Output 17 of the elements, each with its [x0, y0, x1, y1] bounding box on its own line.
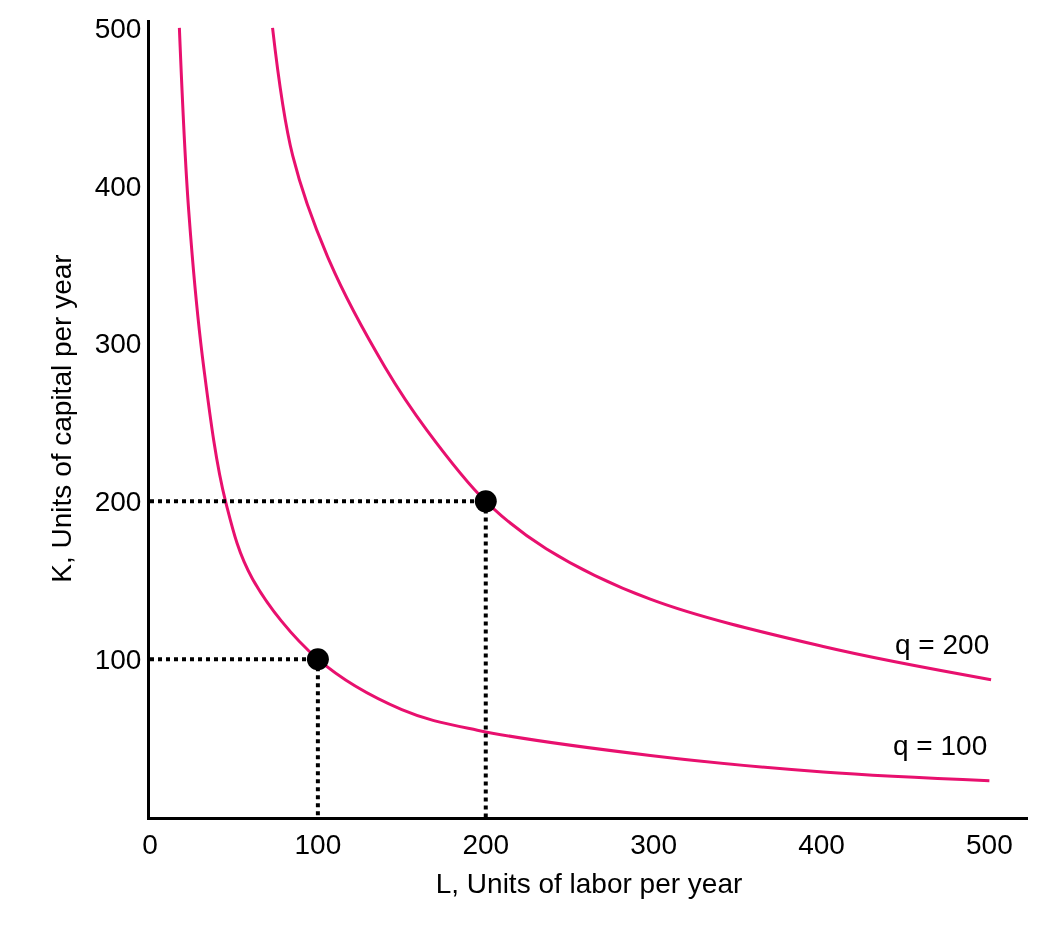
y-tick-label: 100: [94, 643, 142, 675]
x-tick-label: 0: [142, 828, 158, 860]
y-axis-title: K, Units of capital per year: [46, 254, 78, 583]
series-label: q = 200: [895, 629, 990, 660]
y-tick-label: 500: [94, 12, 142, 44]
x-tick-label: 400: [798, 828, 845, 860]
x-tick-label: 500: [966, 828, 1013, 860]
y-tick-label: 200: [94, 486, 142, 518]
x-axis-title: L, Units of labor per year: [435, 867, 743, 899]
line-series: [271, 26, 993, 682]
y-tick-label: 400: [94, 170, 142, 202]
x-tick-label: 300: [630, 828, 677, 860]
x-tick-label: 200: [462, 828, 510, 860]
series-label: q = 100: [893, 730, 988, 761]
x-tick-label: 100: [294, 828, 342, 860]
y-tick-label: 300: [94, 328, 142, 360]
line-series: [177, 26, 991, 783]
